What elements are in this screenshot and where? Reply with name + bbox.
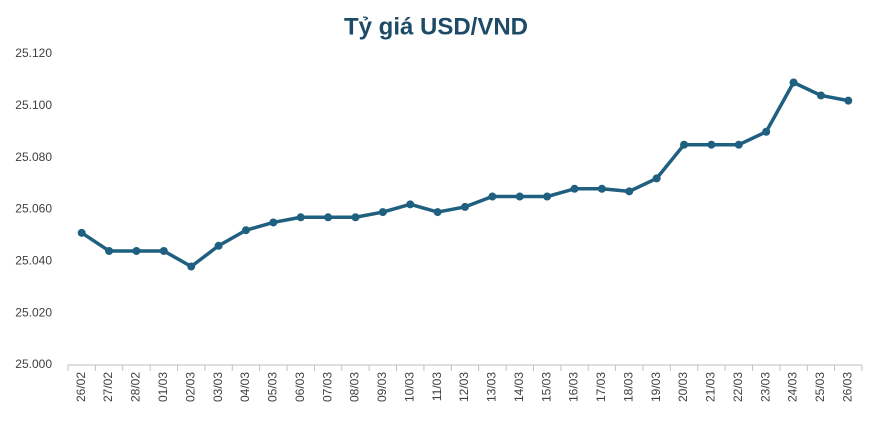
marker (77, 228, 86, 237)
x-tick-label: 26/03 (840, 372, 854, 402)
x-tick-label: 14/03 (512, 372, 526, 402)
marker (378, 208, 387, 217)
x-tick-label: 24/03 (786, 372, 800, 402)
marker (296, 213, 305, 222)
y-tick-label: 25.020 (15, 305, 52, 319)
marker (680, 140, 689, 149)
marker (159, 246, 168, 255)
y-tick-label: 25.100 (15, 98, 52, 112)
line (80, 80, 849, 269)
x-tick-label: 11/03 (430, 372, 444, 401)
marker (214, 241, 223, 250)
x-tick-label: 13/03 (485, 372, 499, 402)
marker (406, 200, 415, 209)
marker (488, 192, 497, 201)
y-tick-label: 25.120 (15, 46, 52, 60)
marker (132, 246, 141, 255)
x-tick-label: 18/03 (621, 372, 635, 402)
marker (433, 208, 442, 217)
y-tick-label: 25.040 (15, 254, 52, 268)
marker (762, 127, 771, 136)
x-tick-label: 02/03 (183, 372, 197, 402)
x-tick-label: 19/03 (649, 372, 663, 402)
x-tick-label: 03/03 (211, 372, 225, 402)
marker (597, 184, 606, 193)
x-tick-label: 12/03 (457, 372, 471, 402)
y-tick-label: 25.060 (15, 202, 52, 216)
x-tick-label: 16/03 (567, 372, 581, 402)
x-tick-label: 22/03 (731, 372, 745, 402)
marker (461, 202, 469, 211)
x-tick-label: 07/03 (320, 372, 334, 402)
marker (844, 96, 853, 105)
marker (625, 187, 634, 196)
chart-title: Tỷ giá USD/VND (344, 13, 528, 40)
marker (707, 140, 716, 149)
marker (543, 192, 552, 201)
x-tick-label: 06/03 (293, 372, 307, 402)
x-tick-label: 09/03 (375, 372, 389, 402)
marker (324, 213, 333, 222)
x-tick-label: 25/03 (813, 372, 827, 402)
x-tick-label: 26/02 (74, 372, 88, 402)
x-tick-label: 04/03 (238, 372, 252, 402)
y-tick-label: 25.080 (15, 150, 52, 164)
y-tick-label: 25.000 (15, 357, 52, 371)
x-tick-label: 05/03 (266, 372, 280, 402)
marker (269, 218, 278, 227)
x-tick-label: 23/03 (758, 372, 772, 402)
marker (816, 91, 825, 100)
marker (105, 246, 114, 255)
marker (241, 226, 250, 235)
marker (789, 78, 798, 87)
x-tick-label: 08/03 (348, 372, 362, 402)
x-tick-label: 27/02 (101, 372, 115, 402)
x-tick-label: 28/02 (129, 372, 143, 402)
x-tick-label: 21/03 (704, 372, 718, 402)
marker (734, 140, 743, 149)
marker (187, 262, 196, 271)
x-tick-label: 01/03 (156, 372, 170, 402)
marker (515, 192, 524, 201)
x-tick-label: 17/03 (594, 372, 608, 402)
x-tick-label: 20/03 (676, 372, 690, 402)
x-tick-label: 15/03 (539, 372, 553, 402)
x-tick-label: 10/03 (402, 372, 416, 402)
marker (570, 184, 579, 193)
marker (351, 213, 360, 222)
marker (652, 174, 661, 183)
